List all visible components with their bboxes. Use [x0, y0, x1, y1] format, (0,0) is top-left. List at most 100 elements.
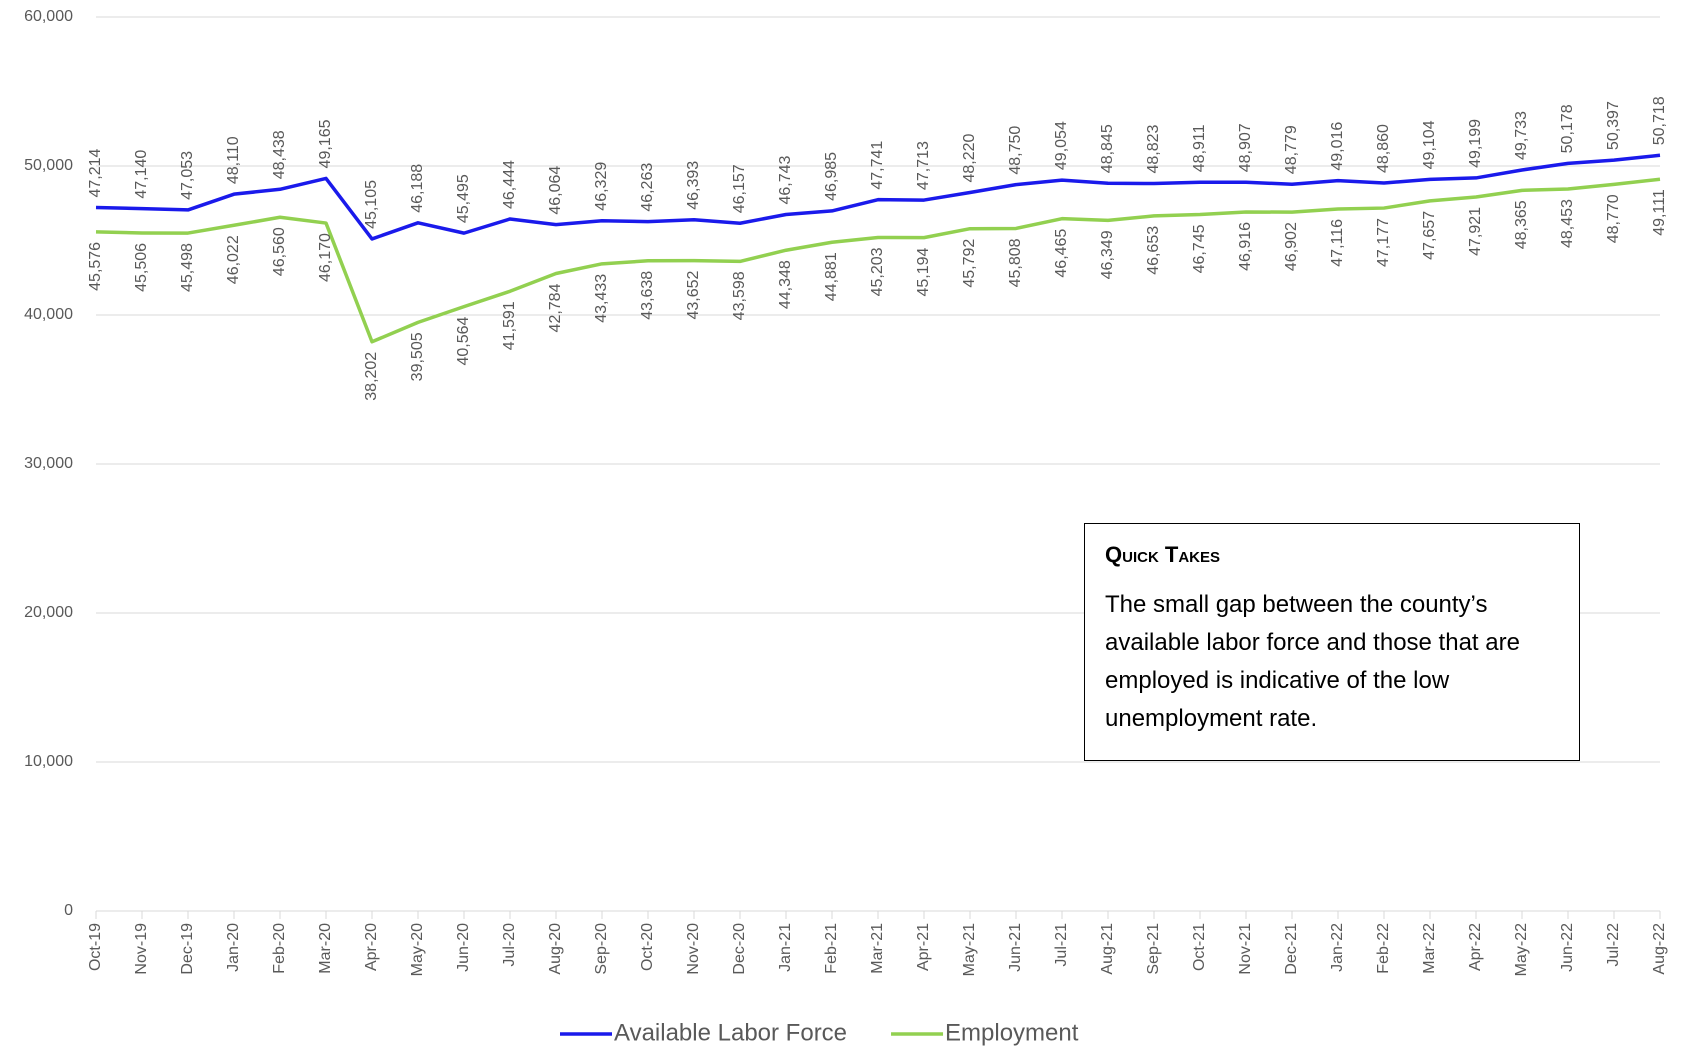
data-label: 48,750 — [1007, 126, 1024, 175]
x-tick-label: May-22 — [1513, 923, 1530, 976]
data-label: 48,770 — [1605, 194, 1622, 243]
data-label: 48,907 — [1237, 123, 1254, 172]
data-label: 48,823 — [1145, 124, 1162, 173]
data-label: 45,808 — [1007, 238, 1024, 287]
data-label: 48,911 — [1191, 124, 1208, 172]
x-tick-label: Aug-21 — [1099, 923, 1116, 975]
data-label: 48,779 — [1283, 125, 1300, 174]
data-label: 41,591 — [501, 301, 518, 350]
data-label: 48,438 — [271, 130, 288, 179]
x-tick-label: Apr-20 — [363, 923, 380, 971]
data-label: 48,845 — [1099, 124, 1116, 173]
data-label: 47,741 — [869, 141, 886, 190]
x-tick-label: Dec-20 — [731, 923, 748, 975]
x-tick-label: Nov-19 — [133, 923, 150, 975]
data-label: 46,329 — [593, 162, 610, 211]
x-tick-label: Aug-20 — [547, 923, 564, 975]
data-label: 48,365 — [1513, 200, 1530, 249]
data-label: 39,505 — [409, 332, 426, 381]
x-tick-label: Nov-21 — [1237, 923, 1254, 975]
x-tick-label: May-21 — [961, 923, 978, 976]
x-tick-label: Dec-21 — [1283, 923, 1300, 975]
data-label: 47,140 — [133, 150, 150, 199]
x-tick-label: Apr-21 — [915, 923, 932, 971]
data-label: 46,743 — [777, 155, 794, 204]
data-label: 46,745 — [1191, 224, 1208, 273]
data-label: 46,022 — [225, 235, 242, 284]
data-label: 48,220 — [961, 133, 978, 182]
series-line — [95, 153, 1661, 241]
data-label: 46,653 — [1145, 226, 1162, 275]
x-tick-label: Dec-19 — [179, 923, 196, 975]
y-tick-label: 50,000 — [24, 157, 73, 174]
data-label: 50,397 — [1605, 101, 1622, 150]
data-label: 46,560 — [271, 227, 288, 276]
x-tick-label: Jul-22 — [1605, 923, 1622, 967]
data-label: 44,881 — [823, 252, 840, 301]
annotation-title: Quick Takes — [1105, 542, 1221, 567]
data-label: 43,598 — [731, 271, 748, 320]
data-label: 47,053 — [179, 151, 196, 200]
data-label: 46,985 — [823, 152, 840, 201]
data-label: 46,465 — [1053, 229, 1070, 278]
x-tick-label: Feb-20 — [271, 923, 288, 974]
data-label: 49,016 — [1329, 122, 1346, 171]
data-label: 46,349 — [1099, 230, 1116, 279]
data-label: 50,718 — [1651, 96, 1668, 145]
data-label: 45,498 — [179, 243, 196, 292]
data-label: 45,194 — [915, 248, 932, 297]
data-label: 45,495 — [455, 174, 472, 223]
x-tick-label: Sep-21 — [1145, 923, 1162, 975]
data-label: 42,784 — [547, 283, 564, 332]
data-label: 45,203 — [869, 247, 886, 296]
annotation-box: Quick Takes The small gap between the co… — [1084, 523, 1580, 761]
data-label: 47,177 — [1375, 218, 1392, 267]
legend-label: Available Labor Force — [614, 1019, 847, 1046]
y-tick-label: 40,000 — [24, 306, 73, 323]
data-label: 46,916 — [1237, 222, 1254, 271]
data-label: 49,054 — [1053, 121, 1070, 170]
legend-label: Employment — [945, 1019, 1079, 1046]
x-tick-label: Jun-20 — [455, 923, 472, 972]
x-tick-label: Jun-21 — [1007, 923, 1024, 972]
data-label: 46,393 — [685, 161, 702, 210]
x-tick-label: Sep-20 — [593, 923, 610, 975]
x-tick-label: Jan-20 — [225, 923, 242, 972]
x-tick-label: Oct-19 — [87, 923, 104, 971]
data-label: 46,064 — [547, 166, 564, 215]
data-label: 45,506 — [133, 243, 150, 292]
x-tick-label: Aug-22 — [1651, 923, 1668, 975]
data-label: 46,902 — [1283, 222, 1300, 271]
data-label: 43,652 — [685, 270, 702, 319]
x-tick-label: Nov-20 — [685, 923, 702, 975]
data-label: 45,576 — [87, 242, 104, 291]
data-label: 45,792 — [961, 239, 978, 288]
data-label: 49,733 — [1513, 111, 1530, 160]
data-label: 46,188 — [409, 164, 426, 213]
x-tick-label: Feb-22 — [1375, 923, 1392, 974]
x-tick-label: Jun-22 — [1559, 923, 1576, 972]
y-tick-label: 60,000 — [24, 8, 73, 25]
y-tick-label: 30,000 — [24, 455, 73, 472]
y-tick-label: 20,000 — [24, 604, 73, 621]
data-label: 43,433 — [593, 274, 610, 323]
data-label: 48,110 — [225, 136, 242, 184]
data-label: 48,860 — [1375, 124, 1392, 173]
data-label: 49,199 — [1467, 119, 1484, 168]
data-label: 49,104 — [1421, 120, 1438, 169]
data-label: 50,178 — [1559, 104, 1576, 153]
series-line — [95, 177, 1661, 344]
x-tick-label: Oct-21 — [1191, 923, 1208, 971]
data-label: 47,657 — [1421, 211, 1438, 260]
data-label: 38,202 — [363, 352, 380, 401]
data-label: 46,170 — [317, 233, 334, 282]
annotation-text: The small gap between the county’s avail… — [1105, 591, 1520, 732]
data-label: 47,921 — [1467, 207, 1484, 256]
data-label: 49,111 — [1651, 189, 1668, 236]
data-label: 45,105 — [363, 180, 380, 229]
x-tick-label: Oct-20 — [639, 923, 656, 971]
data-label: 43,638 — [639, 271, 656, 320]
x-tick-label: Jan-22 — [1329, 923, 1346, 972]
